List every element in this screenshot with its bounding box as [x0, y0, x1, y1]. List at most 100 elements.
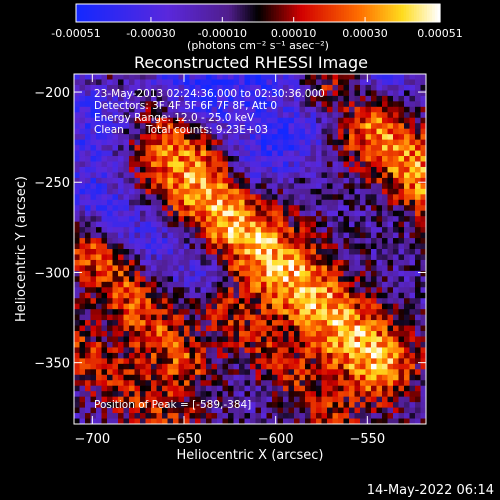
heatmap-cell	[250, 254, 256, 261]
heatmap-cell	[107, 363, 113, 370]
heatmap-cell	[222, 325, 229, 332]
heatmap-cell	[332, 249, 339, 255]
heatmap-cell	[250, 363, 256, 370]
heatmap-cell	[382, 287, 388, 294]
heatmap-cell	[112, 363, 119, 370]
heatmap-cell	[332, 276, 339, 283]
heatmap-cell	[244, 385, 251, 392]
heatmap-cell	[79, 227, 86, 233]
heatmap-cell	[404, 84, 410, 91]
heatmap-cell	[420, 210, 427, 217]
heatmap-cell	[228, 90, 234, 97]
heatmap-cell	[332, 270, 339, 277]
heatmap-cell	[387, 249, 394, 255]
heatmap-cell	[173, 166, 179, 173]
heatmap-cell	[382, 117, 388, 124]
heatmap-cell	[118, 101, 124, 108]
heatmap-cell	[74, 172, 80, 179]
heatmap-cell	[338, 418, 344, 425]
heatmap-cell	[200, 287, 207, 294]
heatmap-cell	[123, 183, 130, 190]
heatmap-cell	[195, 74, 201, 80]
heatmap-cell	[189, 374, 196, 381]
heatmap-cell	[233, 385, 240, 392]
heatmap-cell	[316, 227, 322, 233]
heatmap-cell	[277, 276, 284, 283]
heatmap-cell	[255, 216, 262, 223]
heatmap-cell	[376, 101, 383, 108]
heatmap-cell	[404, 358, 410, 365]
heatmap-cell	[233, 281, 240, 288]
heatmap-cell	[338, 194, 344, 201]
heatmap-cell	[250, 341, 256, 348]
heatmap-cell	[250, 249, 256, 255]
heatmap-cell	[382, 292, 388, 299]
heatmap-cell	[371, 413, 377, 419]
heatmap-cell	[266, 150, 273, 157]
heatmap-cell	[222, 331, 229, 337]
heatmap-cell	[228, 303, 234, 310]
heatmap-cell	[420, 161, 427, 168]
heatmap-cell	[409, 281, 416, 288]
heatmap-cell	[189, 227, 196, 233]
heatmap-cell	[74, 177, 80, 184]
heatmap-cell	[217, 199, 223, 206]
heatmap-cell	[266, 106, 273, 113]
heatmap-cell	[283, 227, 289, 233]
heatmap-cell	[404, 79, 410, 86]
heatmap-cell	[96, 117, 102, 124]
heatmap-cell	[206, 341, 212, 348]
heatmap-cell	[85, 369, 91, 376]
heatmap-cell	[310, 123, 317, 130]
heatmap-cell	[184, 117, 190, 124]
heatmap-cell	[415, 101, 421, 108]
heatmap-cell	[173, 161, 179, 168]
heatmap-cell	[184, 259, 190, 266]
heatmap-cell	[211, 238, 218, 244]
heatmap-cell	[327, 380, 333, 387]
heatmap-cell	[420, 95, 427, 102]
heatmap-cell	[189, 325, 196, 332]
heatmap-cell	[349, 254, 355, 261]
heatmap-cell	[338, 150, 344, 157]
heatmap-cell	[415, 341, 421, 348]
heatmap-cell	[409, 166, 416, 173]
heatmap-cell	[189, 418, 196, 425]
heatmap-cell	[398, 287, 405, 294]
heatmap-cell	[409, 117, 416, 124]
heatmap-cell	[272, 331, 278, 337]
heatmap-cell	[145, 205, 152, 212]
heatmap-cell	[151, 84, 157, 91]
heatmap-cell	[393, 309, 399, 316]
heatmap-cell	[145, 292, 152, 299]
heatmap-cell	[371, 385, 377, 392]
heatmap-cell	[145, 112, 152, 119]
heatmap-cell	[206, 183, 212, 190]
heatmap-cell	[217, 341, 223, 348]
heatmap-cell	[321, 243, 328, 250]
heatmap-cell	[118, 74, 124, 80]
heatmap-cell	[266, 309, 273, 316]
heatmap-cell	[162, 407, 168, 414]
heatmap-cell	[79, 177, 86, 184]
colorbar-cell	[276, 4, 280, 22]
heatmap-cell	[360, 95, 366, 102]
heatmap-cell	[129, 347, 135, 354]
heatmap-cell	[101, 281, 108, 288]
heatmap-cell	[189, 341, 196, 348]
heatmap-cell	[255, 123, 262, 130]
heatmap-cell	[178, 358, 185, 365]
heatmap-cell	[200, 391, 207, 398]
heatmap-cell	[173, 238, 179, 244]
heatmap-cell	[123, 161, 130, 168]
heatmap-cell	[354, 341, 361, 348]
heatmap-cell	[217, 243, 223, 250]
heatmap-cell	[371, 314, 377, 321]
heatmap-cell	[79, 210, 86, 217]
heatmap-cell	[255, 205, 262, 212]
heatmap-cell	[217, 418, 223, 425]
heatmap-cell	[261, 84, 267, 91]
heatmap-cell	[228, 369, 234, 376]
heatmap-cell	[79, 134, 86, 141]
heatmap-cell	[129, 270, 135, 277]
